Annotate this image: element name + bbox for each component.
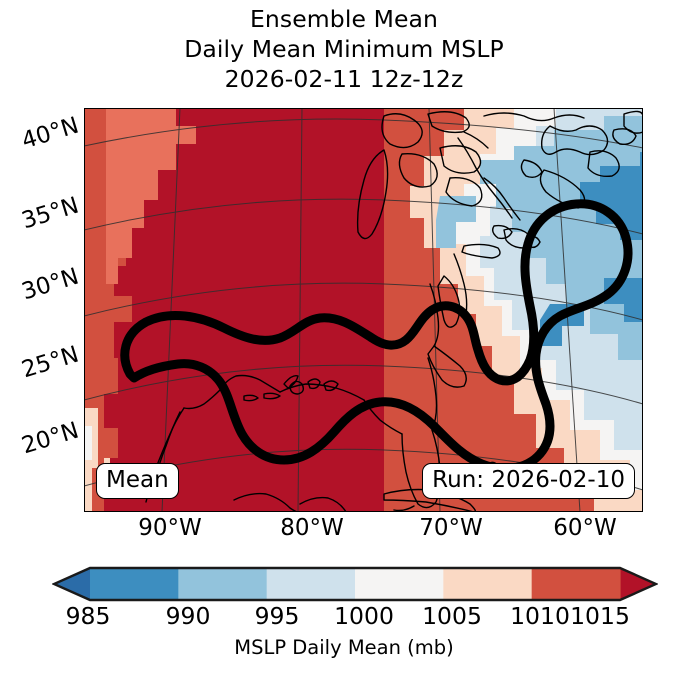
colorbar-extend-high <box>620 568 656 600</box>
title-line-3: 2026-02-11 12z-12z <box>224 65 464 93</box>
lon-label-90w: 90°W <box>138 515 202 541</box>
colorbar-tick-990: 990 <box>165 602 211 630</box>
lat-label-40n: 40°N <box>18 112 82 155</box>
colorbar-band-1 <box>178 568 268 600</box>
colorbar-band-2 <box>266 568 356 600</box>
mean-contour-line <box>120 199 633 474</box>
colorbar-extend-low <box>54 568 90 600</box>
colorbar-tick-1000: 1000 <box>334 602 394 630</box>
page-title: Ensemble Mean Daily Mean Minimum MSLP 20… <box>0 4 688 94</box>
colorbar-band-0 <box>90 568 179 600</box>
colorbar-band-4 <box>443 568 533 600</box>
lat-label-25n: 25°N <box>18 341 82 384</box>
lat-label-30n: 30°N <box>18 263 82 306</box>
colorbar-tick-995: 995 <box>254 602 300 630</box>
map-canvas <box>84 108 643 512</box>
lat-label-35n: 35°N <box>18 192 82 235</box>
lon-label-60w: 60°W <box>553 515 617 541</box>
lon-label-80w: 80°W <box>280 515 344 541</box>
run-label-badge: Run: 2026-02-10 <box>422 463 635 499</box>
lon-label-70w: 70°W <box>419 515 483 541</box>
colorbar <box>52 566 658 602</box>
colorbar-band-3 <box>355 568 444 600</box>
title-line-1: Ensemble Mean <box>249 5 439 33</box>
mslp-map: Mean Run: 2026-02-10 <box>84 108 643 512</box>
fill-region-west-1010 <box>84 108 196 408</box>
colorbar-band-5 <box>531 568 621 600</box>
colorbar-tick-985: 985 <box>65 602 111 630</box>
lat-label-20n: 20°N <box>18 417 82 460</box>
colorbar-graphic <box>52 566 658 602</box>
colorbar-bands <box>90 568 621 600</box>
map-graphics <box>84 108 643 512</box>
colorbar-tick-1015: 1015 <box>570 602 630 630</box>
colorbar-tick-labels: 985 990 995 1000 1005 1010 1015 <box>0 602 688 632</box>
colorbar-tick-1005: 1005 <box>422 602 482 630</box>
colorbar-tick-1010: 1010 <box>510 602 570 630</box>
colorbar-outline <box>52 566 658 602</box>
colorbar-axis-label: MSLP Daily Mean (mb) <box>234 636 454 659</box>
mean-label-badge: Mean <box>96 463 179 499</box>
title-line-2: Daily Mean Minimum MSLP <box>184 35 504 63</box>
